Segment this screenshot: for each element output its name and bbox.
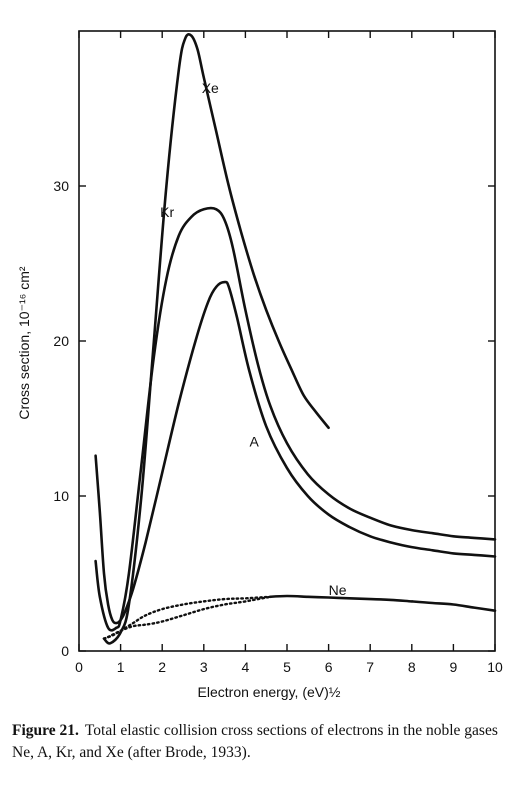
y-tick-label-10: 10 — [53, 488, 69, 504]
x-tick-label-9: 9 — [450, 659, 458, 675]
figure-caption: Figure 21. Total elastic collision cross … — [12, 720, 512, 764]
y-tick-label-30: 30 — [53, 178, 69, 194]
series-annotations: Xe Kr A Ne — [160, 80, 347, 598]
x-tick-label-7: 7 — [366, 659, 374, 675]
x-tick-label-10: 10 — [487, 659, 503, 675]
series-curves — [94, 33, 497, 645]
figure-label: Figure 21. — [12, 722, 79, 739]
series-dotted-ne-dotted-lower — [106, 595, 272, 639]
series-line-xe — [102, 33, 330, 645]
series-line-a — [94, 280, 497, 625]
x-tick-label-4: 4 — [242, 659, 250, 675]
series-line-ne — [269, 594, 497, 612]
x-tick-label-8: 8 — [408, 659, 416, 675]
curve-label-kr: Kr — [160, 204, 174, 220]
x-tick-label-5: 5 — [283, 659, 291, 675]
y-tick-label-0: 0 — [61, 643, 69, 659]
curve-label-a: A — [250, 433, 260, 449]
y-tick-label-20: 20 — [53, 333, 69, 349]
x-axis-label: Electron energy, (eV)½ — [198, 684, 341, 700]
x-tick-label-1: 1 — [117, 659, 125, 675]
tick-labels: 0 1 2 3 4 5 6 7 8 9 10 0 10 20 30 — [53, 178, 503, 675]
curve-label-ne: Ne — [329, 582, 347, 598]
x-tick-label-2: 2 — [158, 659, 166, 675]
x-tick-label-0: 0 — [75, 659, 83, 675]
x-tick-label-6: 6 — [325, 659, 333, 675]
cross-section-chart: 0 1 2 3 4 5 6 7 8 9 10 0 10 20 30 Xe Kr A Ne Electron ene… — [16, 30, 503, 700]
curve-label-xe: Xe — [202, 80, 219, 96]
axis-ticks — [78, 31, 496, 652]
series-line-kr — [94, 206, 497, 632]
y-axis-label: Cross section, 10⁻¹⁶ cm² — [16, 266, 32, 420]
x-tick-label-3: 3 — [200, 659, 208, 675]
caption-text: Total elastic collision cross sections o… — [12, 722, 498, 761]
